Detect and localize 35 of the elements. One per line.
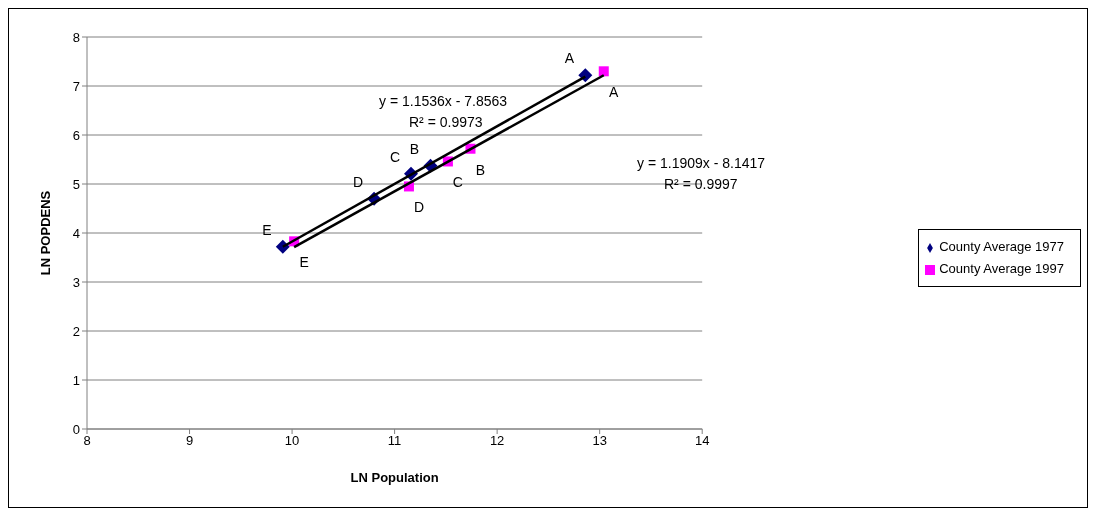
y-tick-label: 7 (72, 78, 80, 94)
point (598, 66, 609, 77)
x-tick-label: 14 (694, 433, 710, 449)
y-tick-label: 4 (72, 225, 80, 241)
x-tick-label: 10 (284, 433, 300, 449)
x-tick-label: 8 (83, 433, 91, 449)
annotation: D (353, 173, 364, 190)
annotation: y = 1.1909x - 8.1417 (637, 155, 766, 171)
y-axis-title: LN POPDENS (37, 190, 53, 276)
annotation: B (475, 161, 486, 178)
y-tick-label: 1 (72, 372, 80, 388)
legend-label: County Average 1977 (939, 239, 1064, 254)
annotation: E (262, 221, 272, 238)
annotation: E (299, 254, 309, 271)
x-axis-title: LN Population (350, 470, 439, 486)
annotation: R² = 0.9997 (664, 176, 738, 192)
y-tick-label: 5 (72, 176, 80, 192)
annotation: A (609, 84, 620, 101)
x-tick-label: 11 (387, 433, 402, 449)
annotation: B (409, 140, 420, 157)
x-tick-label: 12 (489, 433, 505, 449)
legend-label: County Average 1997 (939, 261, 1064, 276)
annotation: A (564, 50, 575, 67)
y-tick-label: 6 (72, 127, 80, 143)
x-tick-label: 13 (592, 433, 607, 449)
y-tick-label: 3 (72, 274, 80, 290)
annotation: C (452, 174, 463, 191)
annotation: R² = 0.9973 (409, 114, 483, 130)
y-tick-label: 8 (72, 29, 80, 45)
x-tick-label: 9 (185, 433, 194, 449)
annotation: C (389, 148, 401, 165)
annotation: y = 1.1536x - 7.8563 (379, 93, 508, 109)
y-tick-label: 0 (72, 421, 80, 437)
annotation: D (413, 199, 425, 216)
y-tick-label: 2 (72, 323, 80, 339)
